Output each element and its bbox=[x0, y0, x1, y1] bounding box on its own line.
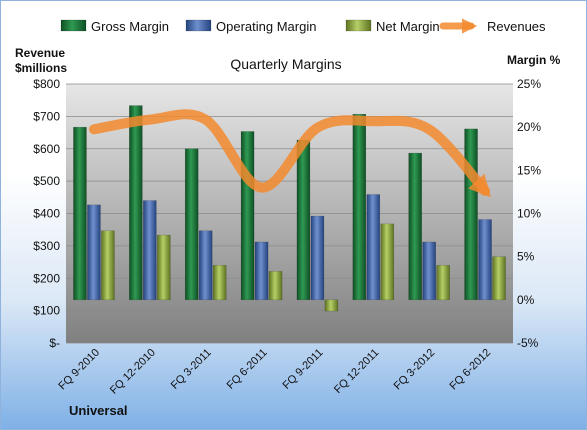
legend-item-net-margin: Net Margin bbox=[345, 19, 440, 34]
bar-operating-margin bbox=[143, 200, 157, 301]
footer-label: Universal bbox=[69, 403, 128, 418]
left-axis-title-line1: Revenue bbox=[15, 46, 65, 60]
left-tick-label: $- bbox=[49, 336, 60, 350]
legend-item-revenues: Revenues bbox=[439, 18, 546, 34]
right-axis: -5% 0% 5% 10% 15% 20% 25% bbox=[517, 77, 541, 350]
legend-label: Gross Margin bbox=[91, 19, 169, 34]
legend-item-operating-margin: Operating Margin bbox=[185, 19, 316, 34]
bar-operating-margin bbox=[87, 204, 101, 301]
x-tick-label: FQ 12-2011 bbox=[332, 347, 381, 396]
x-tick-label: FQ 6-2012 bbox=[448, 347, 494, 393]
x-tick-label: FQ 6-2011 bbox=[225, 347, 270, 392]
bar-operating-margin bbox=[422, 241, 436, 301]
left-tick-label: $500 bbox=[33, 174, 60, 188]
bar-net-margin bbox=[492, 256, 506, 301]
bar-gross-margin bbox=[464, 128, 478, 301]
right-tick-label: 25% bbox=[517, 77, 541, 91]
bar-gross-margin bbox=[408, 152, 422, 301]
right-tick-label: 0% bbox=[517, 293, 535, 307]
legend-label: Revenues bbox=[487, 19, 546, 34]
x-tick-label: FQ 9-2011 bbox=[280, 347, 325, 392]
chart-title: Quarterly Margins bbox=[230, 56, 341, 72]
bar-operating-margin bbox=[366, 194, 381, 301]
bar-net-margin bbox=[324, 299, 339, 312]
bar-gross-margin bbox=[129, 105, 143, 301]
revenue-line-path bbox=[88, 109, 491, 198]
left-axis: $- $100 $200 $300 $400 $500 $600 $700 $800 bbox=[33, 77, 60, 350]
legend-item-gross-margin: Gross Margin bbox=[60, 19, 169, 34]
right-tick-label: 10% bbox=[517, 207, 541, 221]
legend-swatch bbox=[185, 19, 212, 32]
bar-net-margin bbox=[436, 265, 450, 301]
bar-gross-margin bbox=[73, 126, 87, 301]
x-tick-label: FQ 9-2010 bbox=[56, 347, 102, 393]
right-axis-title: Margin % bbox=[507, 53, 561, 67]
bar-gross-margin bbox=[296, 139, 311, 301]
bar-gross-margin bbox=[184, 148, 199, 301]
bar-operating-margin bbox=[478, 219, 492, 301]
right-tick-label: 20% bbox=[517, 120, 541, 134]
bar-net-margin bbox=[268, 271, 283, 301]
bar-net-margin bbox=[212, 265, 227, 301]
legend-swatch bbox=[60, 19, 87, 32]
left-axis-title-line2: $millions bbox=[15, 61, 67, 75]
right-tick-label: 15% bbox=[517, 163, 541, 177]
legend: Gross Margin Operating Margin Net Margin Re… bbox=[60, 18, 546, 34]
bar-net-margin bbox=[157, 234, 171, 301]
bar-net-margin bbox=[101, 230, 115, 301]
x-axis: FQ 9-2010 FQ 12-2010 FQ 3-2011 FQ 6-2011 FQ … bbox=[56, 347, 493, 397]
left-tick-label: $300 bbox=[33, 239, 60, 253]
left-tick-label: $600 bbox=[33, 142, 60, 156]
legend-label: Operating Margin bbox=[216, 19, 316, 34]
bar-gross-margin bbox=[240, 131, 255, 301]
bars bbox=[73, 105, 506, 312]
left-tick-label: $700 bbox=[33, 109, 60, 123]
left-tick-label: $100 bbox=[33, 304, 60, 318]
x-tick-label: FQ 12-2010 bbox=[108, 347, 158, 397]
left-tick-label: $800 bbox=[33, 77, 60, 91]
bar-net-margin bbox=[380, 223, 395, 301]
right-tick-label: -5% bbox=[517, 336, 539, 350]
revenue-line bbox=[88, 109, 491, 198]
bar-operating-margin bbox=[254, 241, 269, 301]
bar-operating-margin bbox=[198, 230, 213, 301]
legend-label: Net Margin bbox=[376, 19, 440, 34]
left-tick-label: $400 bbox=[33, 207, 60, 221]
x-tick-label: FQ 3-2012 bbox=[392, 347, 438, 393]
bar-gross-margin bbox=[352, 113, 367, 301]
left-tick-label: $200 bbox=[33, 271, 60, 285]
x-tick-label: FQ 3-2011 bbox=[169, 347, 214, 392]
right-tick-label: 5% bbox=[517, 250, 535, 264]
legend-swatch bbox=[345, 19, 372, 32]
bar-operating-margin bbox=[310, 215, 325, 301]
